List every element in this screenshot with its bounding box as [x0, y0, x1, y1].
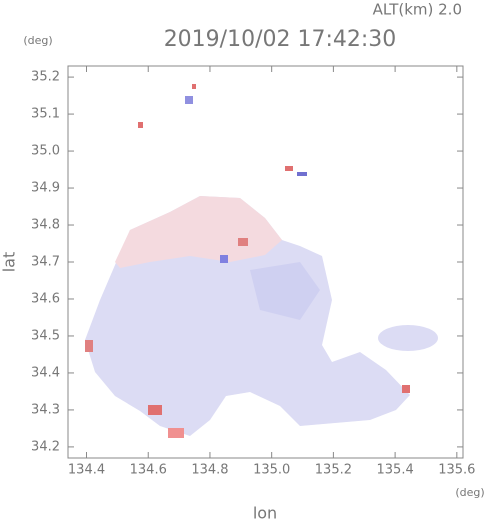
- y-tick-label: 34.9: [31, 181, 60, 196]
- y-axis-label: lat: [0, 252, 19, 273]
- y-tick-label: 35.1: [31, 107, 60, 122]
- y-tick-label: 34.5: [31, 328, 60, 343]
- x-tick-label: 134.6: [130, 463, 167, 478]
- y-tick-label: 34.7: [31, 255, 60, 270]
- y-tick-label: 34.3: [31, 402, 60, 417]
- x-tick-label: 134.8: [191, 463, 228, 478]
- y-tick-label: 34.2: [31, 439, 60, 454]
- y-tick-label: 35.0: [31, 144, 60, 159]
- y-tick-label: 35.2: [31, 70, 60, 85]
- x-tick-label: 135.0: [253, 463, 290, 478]
- y-unit: (deg): [23, 34, 52, 47]
- x-tick-label: 134.4: [68, 463, 105, 478]
- y-tick-label: 34.8: [31, 218, 60, 233]
- x-tick-label: 135.2: [315, 463, 352, 478]
- y-tick-label: 34.4: [31, 365, 60, 380]
- altitude-header: ALT(km) 2.0: [373, 1, 462, 19]
- y-tick-label: 34.6: [31, 291, 60, 306]
- x-tick-label: 135.6: [438, 463, 475, 478]
- x-axis-label: lon: [253, 504, 277, 521]
- velocity-field: [85, 52, 438, 438]
- x-unit: (deg): [455, 486, 484, 499]
- chart-title: 2019/10/02 17:42:30: [164, 27, 397, 52]
- x-tick-label: 135.4: [377, 463, 414, 478]
